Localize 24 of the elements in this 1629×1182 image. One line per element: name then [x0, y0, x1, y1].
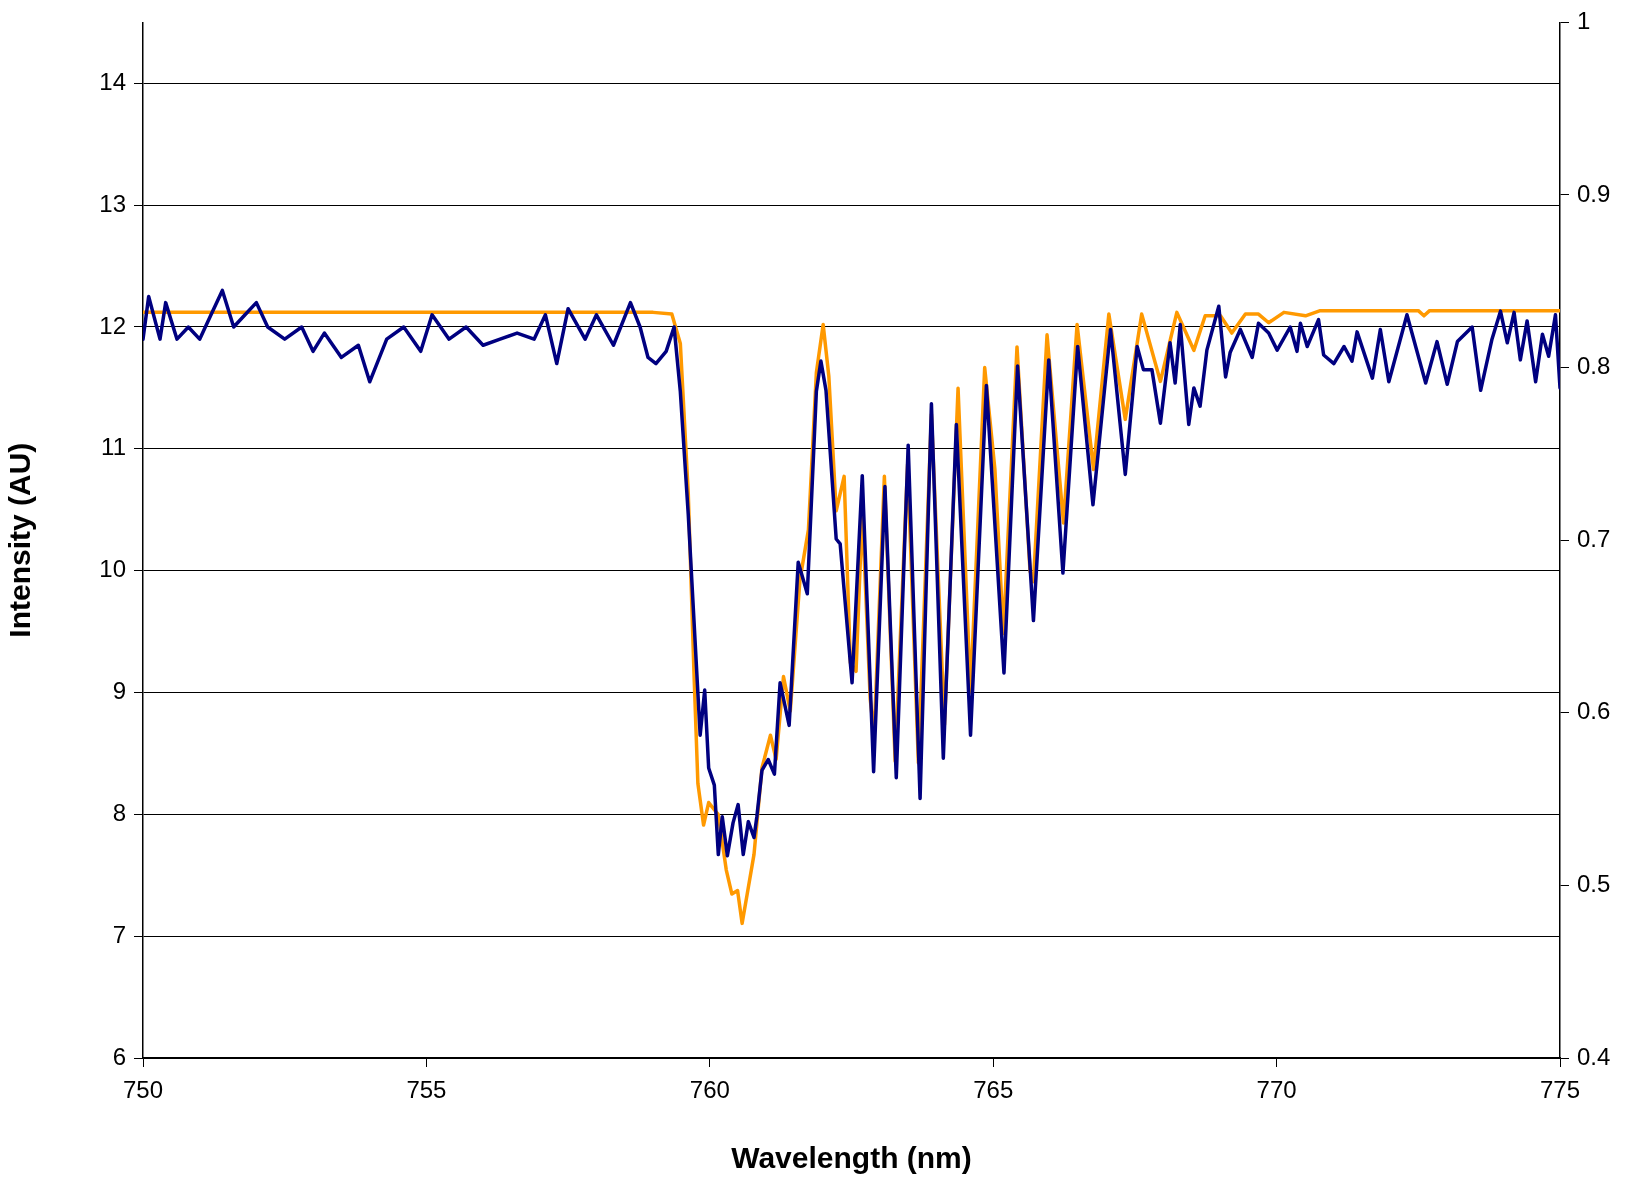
- x-tick-label: 750: [122, 1076, 164, 1104]
- y-tick-label: 13: [99, 189, 126, 217]
- y-tick-label: 14: [99, 67, 126, 95]
- y2-tick-label: 0.7: [1577, 524, 1611, 552]
- y-tick-label: 6: [112, 1042, 126, 1070]
- y-tick-label: 10: [99, 555, 126, 583]
- y2-tick-label: 0.9: [1577, 179, 1611, 207]
- x-tick-label: 755: [406, 1076, 447, 1104]
- y-axis-title: Intensity (AU): [3, 442, 37, 638]
- x-tick-label: 765: [973, 1076, 1014, 1104]
- y2-tick-label: 0.8: [1577, 352, 1611, 380]
- y2-tick-label: 1: [1577, 7, 1591, 35]
- x-tick-label: 775: [1539, 1076, 1581, 1104]
- y2-tick-label: 0.5: [1577, 870, 1611, 898]
- x-axis-title: Wavelength (nm): [731, 1141, 972, 1175]
- y-tick-label: 8: [112, 798, 126, 826]
- y-tick-label: 9: [112, 677, 126, 705]
- y-tick-label: 12: [99, 311, 126, 339]
- x-tick-label: 760: [689, 1076, 730, 1104]
- y-tick-label: 7: [112, 920, 126, 948]
- y2-tick-label: 0.6: [1577, 697, 1611, 725]
- y-tick-label: 11: [101, 433, 126, 461]
- x-tick-label: 770: [1256, 1076, 1297, 1104]
- y2-tick-label: 0.4: [1577, 1042, 1611, 1070]
